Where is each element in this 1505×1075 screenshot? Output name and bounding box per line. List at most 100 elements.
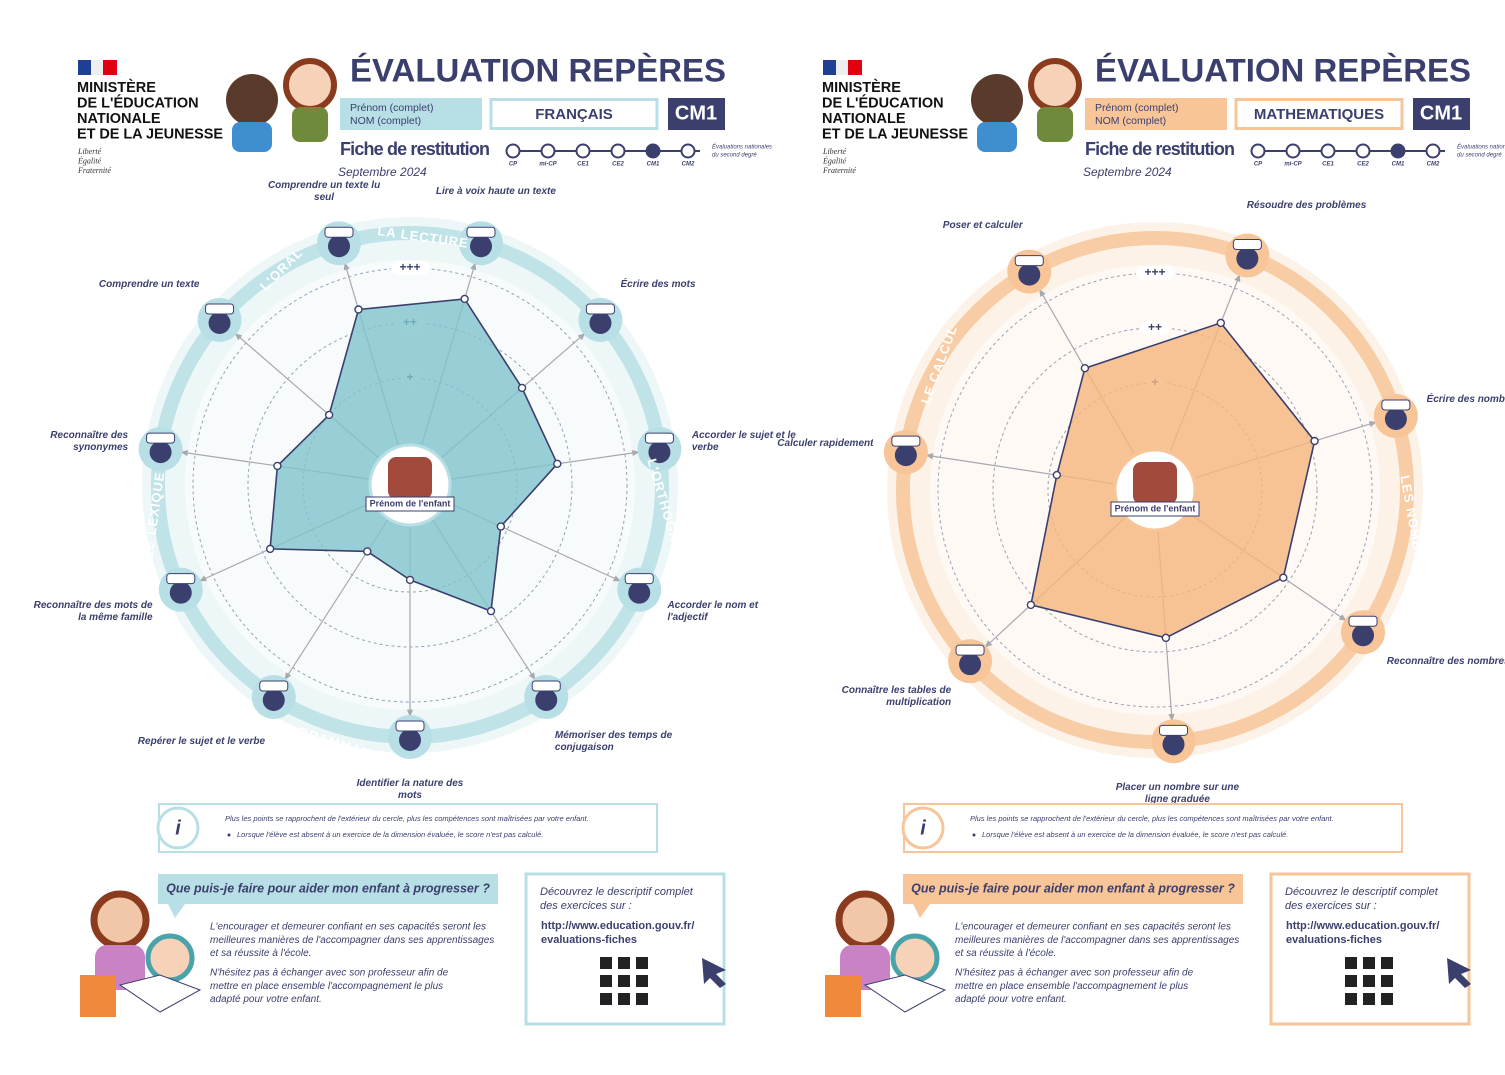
qr-cell — [1339, 1005, 1345, 1011]
center-label-bg — [1110, 501, 1200, 517]
question-tail — [168, 904, 185, 918]
skill-label: Accorder le sujet et le verbe — [691, 429, 796, 453]
qr-cell — [612, 963, 618, 969]
kid-head — [226, 74, 278, 126]
skill-icon-head — [894, 444, 917, 467]
skill-label: Écrire des mots — [620, 279, 696, 291]
skill-icon-head — [169, 581, 192, 604]
skill-label: Reconnaître des synonymes — [50, 429, 129, 453]
open-book — [118, 974, 202, 1013]
info-box — [903, 803, 1403, 853]
axis-arrow — [577, 333, 586, 341]
qr-cell — [612, 993, 618, 999]
axis-arrow — [1168, 713, 1175, 722]
qr-cell — [1357, 993, 1363, 999]
skill-icon-bubble — [466, 226, 496, 238]
timeline-label: CM1 — [1392, 162, 1405, 168]
qr-cell — [636, 969, 642, 975]
name-field: Prénom (complet) — [1095, 102, 1178, 114]
info-icon-letter: i — [920, 817, 926, 839]
child-head — [145, 933, 195, 983]
timeline-label: CP — [1254, 162, 1263, 168]
qr-cell — [1369, 1005, 1375, 1011]
level-box — [668, 98, 725, 130]
skill-icon-bubble — [395, 720, 425, 732]
qr-cell — [618, 987, 624, 993]
qr-cell — [642, 969, 648, 975]
skill-icon-head — [959, 653, 982, 676]
link-intro: des exercices sur : — [1285, 900, 1377, 912]
link-intro: des exercices sur : — [540, 900, 632, 912]
skill-icon-head — [589, 311, 612, 334]
skill-label: Comprendre un texte lu seul — [267, 180, 381, 204]
advice-line: meilleures manières de l'accompagner dan… — [210, 935, 494, 946]
name-field: Prénom (complet) — [350, 102, 433, 114]
qr-cell — [1387, 987, 1393, 993]
qr-cell — [612, 969, 618, 975]
skill-icon-head — [628, 581, 651, 604]
kid-body — [977, 122, 1017, 152]
skill-label-box: Comprendre un texte — [98, 279, 200, 291]
timeline-label: CE2 — [1357, 162, 1369, 168]
skill-label-box: Poser et calculer — [943, 220, 1023, 231]
link-intro: Découvrez le descriptif complet — [540, 886, 694, 898]
qr-cell — [606, 1005, 612, 1011]
timeline-dot — [1425, 143, 1441, 159]
qr-cell — [594, 987, 600, 993]
skill-label: Résoudre des problèmes — [1246, 200, 1367, 212]
radar-point — [553, 459, 562, 469]
radar-point — [324, 410, 334, 420]
advice-line: N'hésitez pas à échanger avec son profes… — [955, 968, 1194, 979]
timeline-dot — [1285, 143, 1301, 159]
qr-cell — [618, 969, 624, 975]
timeline-label: mi-CP — [1284, 162, 1302, 168]
skill-icon-bubble — [146, 432, 176, 444]
timeline-dot — [1355, 143, 1371, 159]
qr-cell — [642, 987, 648, 993]
ministry-line: ET DE LA JEUNESSE — [822, 126, 968, 142]
qr-cell — [1357, 969, 1363, 975]
skill-label: Comprendre un texte — [98, 279, 200, 291]
skill-label-box: Lire à voix haute un texte — [436, 186, 556, 197]
axis-arrow — [528, 672, 536, 681]
qr-cell — [594, 969, 600, 975]
qr-cell — [1345, 969, 1351, 975]
advice-line: L'encourager et demeurer confiant en ses… — [955, 922, 1231, 933]
qr-cell — [594, 975, 600, 981]
axis-arrow — [198, 575, 207, 582]
skill-icon-bubble — [166, 573, 196, 585]
center-label: Prénom de l'enfant — [1115, 503, 1196, 513]
subject: FRANÇAIS — [535, 106, 613, 123]
qr-cell — [1381, 969, 1387, 975]
qr-code — [1339, 957, 1393, 1011]
ministry-line: ET DE LA JEUNESSE — [77, 126, 223, 142]
skill-icon-head — [535, 688, 558, 711]
sheet-label: Fiche de restitution — [340, 139, 490, 159]
qr-cell — [612, 987, 618, 993]
qr-cell — [630, 957, 636, 963]
radar-point — [1310, 436, 1319, 446]
skill-label: Accorder le nom et l'adjectif — [667, 599, 759, 623]
skill-label-box: Placer un nombre sur une ligne graduée — [1116, 782, 1239, 805]
qr-cell — [1339, 981, 1345, 987]
timeline-dot — [1250, 143, 1266, 159]
qr-cell — [594, 1005, 600, 1011]
radar-point — [486, 606, 496, 616]
name-box — [1085, 98, 1227, 130]
skill-icon-bubble — [1159, 724, 1189, 736]
qr-cell — [1357, 987, 1363, 993]
qr-cell — [600, 969, 606, 975]
radar-point — [1279, 573, 1288, 582]
bullet — [972, 833, 976, 837]
qr-cell — [1369, 969, 1375, 975]
qr-cell — [1357, 1005, 1363, 1011]
kid-head — [1028, 58, 1082, 112]
ministry-line: NATIONALE — [822, 111, 906, 127]
axis-arrow — [1039, 288, 1046, 297]
qr-cell — [594, 957, 600, 963]
sheet-label: Fiche de restitution — [1085, 139, 1235, 159]
motto-line: Égalité — [822, 155, 847, 165]
question-tail — [913, 904, 930, 918]
